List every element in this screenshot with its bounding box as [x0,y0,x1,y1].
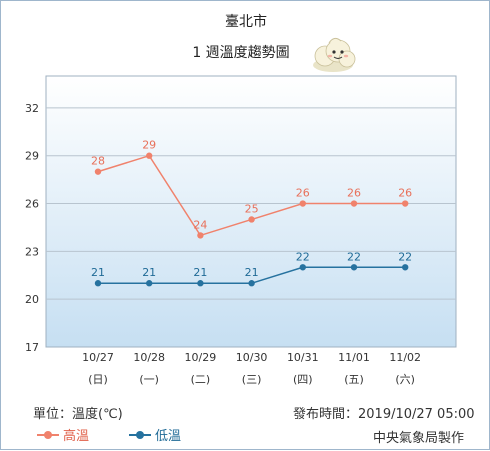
x-tick-weekday: (四) [293,373,313,386]
y-tick-label: 20 [25,293,39,306]
x-tick-date: 11/02 [389,351,421,364]
high-temp-point[interactable] [299,200,306,207]
high-temp-label: 25 [245,202,259,215]
low-temp-point[interactable] [94,280,102,287]
high-temp-label: 26 [347,187,361,200]
low-temp-label: 21 [193,266,207,279]
x-tick-date: 11/01 [338,351,370,364]
high-temp-label: 29 [142,139,156,152]
legend-low-label: 低溫 [155,429,182,444]
y-tick-label: 29 [25,150,39,163]
high-temp-point[interactable] [248,216,255,223]
low-temp-point[interactable] [248,280,255,287]
low-temp-label: 21 [245,266,259,279]
high-temp-label: 28 [91,155,105,168]
legend-high-marker [37,430,59,440]
low-temp-label: 22 [398,250,412,263]
y-tick-label: 23 [25,245,39,258]
high-temp-label: 26 [398,187,412,200]
x-tick-date: 10/27 [82,351,114,364]
legend-high[interactable]: 高溫 [37,425,89,444]
low-temp-point[interactable] [197,280,204,287]
series-low: 21 21 21 21 22 22 22 [91,250,412,287]
x-tick-date: 10/30 [236,351,268,364]
x-tick-weekday: (三) [242,373,262,386]
x-tick-weekday: (六) [395,373,415,386]
unit-label: 單位：溫度(℃) [33,407,123,422]
chart-subtitle: 1 週溫度趨勢圖 [192,45,289,61]
low-temp-label: 22 [347,250,361,263]
low-temp-point[interactable] [146,280,153,287]
legend-low[interactable]: 低溫 [129,425,181,444]
high-temp-label: 24 [193,218,207,231]
low-temp-point[interactable] [350,264,358,271]
low-temp-label: 22 [296,250,310,263]
x-tick-weekday: (一) [139,373,159,386]
y-tick-label: 17 [25,341,39,354]
high-temp-point[interactable] [350,200,358,207]
x-tick-weekday: (二) [191,373,211,386]
plot-area [45,75,457,348]
x-tick-date: 10/29 [185,351,217,364]
x-tick-weekday: (五) [344,373,364,386]
high-temp-point[interactable] [197,232,204,239]
series-high: 28 29 24 25 26 26 26 [91,139,412,239]
low-temp-point[interactable] [299,264,306,271]
x-tick-date: 10/28 [133,351,165,364]
y-tick-label: 32 [25,102,39,115]
low-temp-point[interactable] [402,264,409,271]
issue-time: 發布時間：2019/10/27 05:00 [293,407,475,422]
chart-title: 臺北市 [225,13,267,30]
legend-high-label: 高溫 [63,429,90,444]
legend-low-marker [129,430,151,440]
high-temp-point[interactable] [146,152,153,159]
low-temp-label: 21 [142,266,156,279]
low-temp-label: 21 [91,266,105,279]
cloud-mascot-icon [313,37,356,72]
high-temp-point[interactable] [402,200,409,207]
y-tick-label: 26 [25,198,39,211]
high-temp-label: 26 [296,187,310,200]
x-axis: 10/27 (日) 10/28 (一) 10/29 (二) 10/30 (三) 10/31 (四)… [82,351,421,386]
y-axis: 17 20 23 26 29 32 [25,102,39,354]
high-temp-point[interactable] [94,168,102,175]
x-tick-date: 10/31 [287,351,319,364]
source-credit: 中央氣象局製作 [373,431,465,446]
x-tick-weekday: (日) [88,373,108,386]
